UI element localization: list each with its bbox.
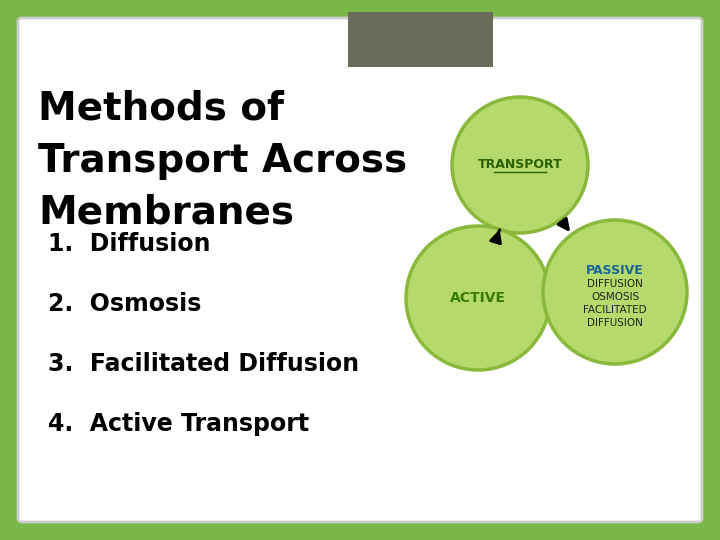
Text: PASSIVE: PASSIVE bbox=[586, 264, 644, 276]
Text: Membranes: Membranes bbox=[38, 194, 294, 232]
Text: 4.  Active Transport: 4. Active Transport bbox=[48, 412, 309, 436]
Text: OSMOSIS: OSMOSIS bbox=[591, 292, 639, 302]
Text: FACILITATED: FACILITATED bbox=[583, 305, 647, 315]
Circle shape bbox=[543, 220, 687, 364]
Text: TRANSPORT: TRANSPORT bbox=[477, 159, 562, 172]
Text: 3.  Facilitated Diffusion: 3. Facilitated Diffusion bbox=[48, 352, 359, 376]
Text: DIFFUSION: DIFFUSION bbox=[587, 318, 643, 328]
Circle shape bbox=[406, 226, 550, 370]
Text: DIFFUSION: DIFFUSION bbox=[587, 279, 643, 289]
Bar bbox=[348, 12, 492, 67]
Text: ACTIVE: ACTIVE bbox=[450, 291, 506, 305]
Text: Methods of: Methods of bbox=[38, 90, 284, 128]
FancyBboxPatch shape bbox=[18, 18, 702, 522]
Text: 2.  Osmosis: 2. Osmosis bbox=[48, 292, 202, 316]
Text: Transport Across: Transport Across bbox=[38, 142, 407, 180]
Circle shape bbox=[452, 97, 588, 233]
Text: 1.  Diffusion: 1. Diffusion bbox=[48, 232, 210, 256]
